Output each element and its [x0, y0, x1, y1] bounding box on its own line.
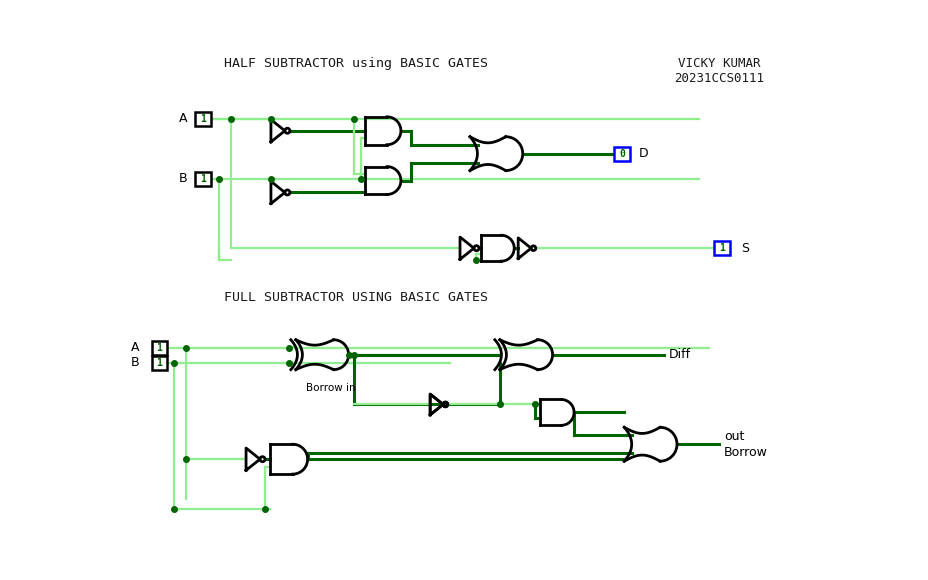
- FancyBboxPatch shape: [713, 241, 728, 255]
- Text: Borrow in: Borrow in: [305, 383, 355, 393]
- Text: FULL SUBTRACTOR USING BASIC GATES: FULL SUBTRACTOR USING BASIC GATES: [224, 292, 487, 304]
- Text: S: S: [740, 242, 748, 255]
- FancyBboxPatch shape: [151, 341, 167, 355]
- Text: 1: 1: [718, 243, 724, 253]
- Text: 0: 0: [619, 148, 625, 159]
- Text: Borrow: Borrow: [723, 445, 767, 459]
- Text: 1: 1: [200, 114, 206, 124]
- FancyBboxPatch shape: [151, 356, 167, 369]
- Text: 1: 1: [200, 173, 206, 183]
- Text: B: B: [178, 172, 187, 185]
- Text: 1: 1: [156, 358, 162, 368]
- Text: B: B: [131, 356, 139, 369]
- Text: A: A: [179, 113, 187, 125]
- FancyBboxPatch shape: [195, 172, 211, 186]
- FancyBboxPatch shape: [613, 147, 629, 161]
- Text: A: A: [131, 341, 139, 354]
- Text: out: out: [723, 430, 743, 443]
- Text: 1: 1: [156, 343, 162, 353]
- Text: 20231CCS0111: 20231CCS0111: [673, 71, 763, 85]
- Text: HALF SUBTRACTOR using BASIC GATES: HALF SUBTRACTOR using BASIC GATES: [224, 57, 487, 70]
- Text: Diff: Diff: [668, 348, 690, 361]
- Text: VICKY KUMAR: VICKY KUMAR: [677, 57, 759, 70]
- Text: D: D: [638, 147, 648, 160]
- FancyBboxPatch shape: [195, 112, 211, 126]
